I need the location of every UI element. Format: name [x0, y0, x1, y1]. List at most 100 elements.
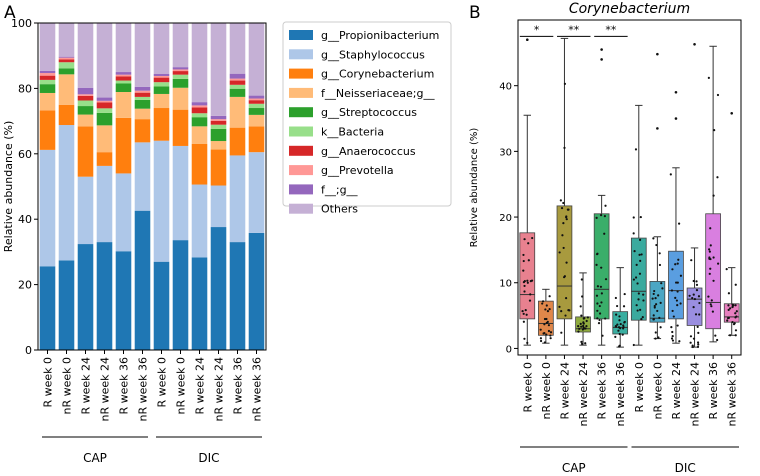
data-point: [655, 243, 658, 247]
bar-segment: [134, 108, 151, 120]
y-tick-label: 30: [499, 147, 512, 158]
data-point: [523, 284, 526, 288]
data-point: [661, 287, 664, 290]
data-point: [672, 315, 675, 318]
data-point: [708, 250, 711, 253]
data-point: [604, 317, 607, 320]
bar-segment: [58, 56, 75, 58]
data-point: [584, 342, 587, 345]
y-axis-label: Relative abundance (%): [2, 121, 15, 253]
data-point: [617, 326, 621, 329]
bar-segment: [77, 23, 94, 88]
data-point: [712, 194, 715, 197]
panel-label-a: A: [4, 3, 16, 23]
legend-label: g__Corynebacterium: [321, 68, 434, 81]
data-point: [595, 253, 599, 256]
bar-segment: [153, 261, 170, 350]
data-point: [526, 279, 529, 282]
data-point: [549, 331, 553, 334]
data-point: [697, 343, 700, 346]
data-point: [695, 280, 698, 283]
data-point: [657, 294, 660, 297]
data-point: [716, 176, 719, 179]
bar-segment: [210, 115, 227, 120]
data-point: [562, 201, 565, 205]
x-tick-label: R week 24: [558, 362, 571, 420]
bar-segment: [134, 90, 151, 93]
data-point: [566, 208, 569, 211]
data-point: [641, 316, 644, 319]
bar-segment: [210, 128, 227, 142]
outlier-point: [656, 52, 659, 56]
data-point: [670, 326, 673, 329]
x-tick-label: R week 36: [232, 357, 245, 415]
bar-segment: [191, 105, 208, 108]
group-label: DIC: [675, 461, 696, 475]
data-point: [561, 234, 564, 237]
legend-label: f__Neisseriaceae;g__: [321, 87, 435, 100]
data-point: [675, 299, 679, 302]
data-point: [523, 279, 526, 283]
data-point: [632, 216, 635, 219]
data-point: [669, 173, 672, 176]
data-point: [581, 295, 584, 298]
data-point: [693, 297, 697, 301]
bar-segment: [210, 185, 227, 228]
data-point: [601, 334, 604, 337]
bar-segment: [210, 119, 227, 121]
y-tick-label: 80: [18, 82, 32, 95]
data-point: [636, 282, 639, 285]
data-point: [698, 301, 701, 305]
data-point: [716, 93, 720, 97]
bar-segment: [115, 173, 132, 252]
data-point: [692, 337, 696, 340]
data-point: [617, 329, 620, 332]
bar-segment: [39, 73, 56, 76]
data-point: [708, 248, 711, 251]
box: [705, 213, 721, 330]
data-point: [729, 307, 732, 310]
data-point: [523, 337, 526, 340]
bar-segment: [153, 74, 170, 76]
x-tick-label: nR week 0: [651, 362, 664, 420]
legend-swatch: [289, 165, 313, 176]
bar-segment: [248, 23, 265, 96]
plot-frame: [37, 22, 267, 351]
bar-segment: [191, 184, 208, 258]
data-point: [543, 317, 547, 321]
legend-swatch: [289, 87, 313, 98]
box: [630, 237, 647, 321]
data-point: [691, 344, 694, 347]
bar-segment: [134, 92, 151, 97]
bar-segment: [210, 141, 227, 150]
data-point: [652, 314, 655, 317]
bar-segment: [115, 83, 132, 92]
data-point: [600, 266, 603, 269]
bar-segment: [115, 76, 132, 81]
bar-segment: [134, 119, 151, 143]
data-point: [727, 304, 730, 307]
bar-segment: [39, 70, 56, 74]
legend-swatch: [289, 49, 313, 60]
data-point: [583, 317, 586, 320]
data-point: [560, 206, 564, 210]
legend-label: g__Staphylococcus: [321, 48, 425, 61]
data-point: [734, 329, 738, 332]
bar-segment: [96, 152, 113, 166]
data-point: [522, 269, 525, 272]
data-point: [692, 279, 695, 283]
data-point: [522, 253, 525, 257]
data-point: [562, 222, 565, 225]
y-tick-label: 60: [18, 148, 32, 161]
data-point: [565, 261, 568, 264]
bar-segment: [39, 79, 56, 85]
data-point: [671, 309, 674, 313]
bar-segment: [191, 143, 208, 185]
data-point: [596, 302, 599, 305]
legend-swatch: [289, 203, 313, 214]
data-point: [565, 218, 568, 221]
y-tick-label: 10: [499, 279, 512, 290]
box: [593, 213, 610, 320]
data-point: [579, 322, 582, 325]
legend-swatch: [289, 126, 313, 137]
